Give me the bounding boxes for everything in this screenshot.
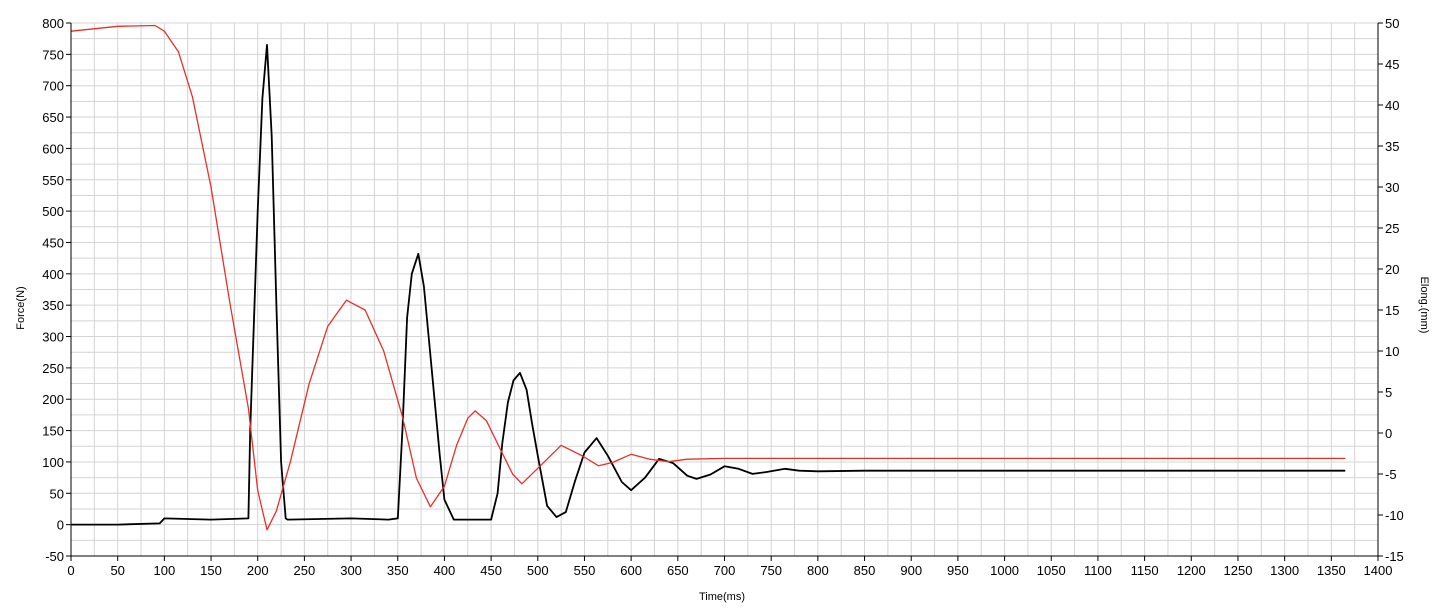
series-layer	[70, 24, 1346, 531]
axes	[66, 22, 1383, 561]
force-series-line	[71, 44, 1346, 526]
y2-tick-label: 35	[1385, 139, 1399, 154]
x-tick-label: 0	[67, 563, 74, 578]
y2-tick-label: -5	[1385, 467, 1397, 482]
x-tick-label: 1400	[1364, 563, 1393, 578]
x-tick-label: 600	[620, 563, 642, 578]
y2-tick-label: 50	[1385, 16, 1399, 31]
x-tick-label: 1050	[1037, 563, 1066, 578]
y-tick-label: 500	[42, 204, 64, 219]
grid	[70, 22, 1379, 557]
x-tick-label: 700	[714, 563, 736, 578]
y2-axis-title: Elong.(mm)	[1418, 277, 1430, 334]
y-tick-label: 50	[50, 486, 64, 501]
y2-tick-label: 40	[1385, 98, 1399, 113]
y2-tick-label: 30	[1385, 180, 1399, 195]
x-tick-label: 400	[434, 563, 456, 578]
x-tick-label: 1000	[990, 563, 1019, 578]
y2-tick-label: 10	[1385, 344, 1399, 359]
y-tick-label: 100	[42, 455, 64, 470]
y-tick-label: 450	[42, 235, 64, 250]
x-tick-label: 1150	[1131, 563, 1159, 578]
y-tick-label: 250	[42, 361, 64, 376]
x-tick-label: 100	[154, 563, 176, 578]
x-tick-label: 1300	[1270, 563, 1299, 578]
y2-tick-label: 20	[1385, 262, 1399, 277]
y-tick-label: 350	[42, 298, 64, 313]
x-tick-label: 300	[340, 563, 362, 578]
y-tick-label: 200	[42, 392, 64, 407]
x-tick-label: 1100	[1084, 563, 1112, 578]
x-tick-label: 150	[200, 563, 222, 578]
x-tick-label: 450	[480, 563, 502, 578]
y2-tick-label: 5	[1385, 385, 1392, 400]
x-tick-label: 350	[387, 563, 409, 578]
y2-tick-label: 15	[1385, 303, 1399, 318]
y-tick-label: 300	[42, 330, 64, 345]
x-tick-label: 750	[760, 563, 782, 578]
y2-tick-label: 0	[1385, 426, 1392, 441]
x-tick-label: 1350	[1317, 563, 1346, 578]
x-axis-title: Time(ms)	[699, 591, 745, 603]
y-tick-label: 800	[42, 16, 64, 31]
y-tick-label: 600	[42, 141, 64, 156]
y2-tick-label: 25	[1385, 221, 1399, 236]
x-tick-label: 900	[900, 563, 922, 578]
y-tick-label: 0	[57, 518, 64, 533]
x-tick-label: 200	[247, 563, 269, 578]
y-tick-label: 750	[42, 47, 64, 62]
x-tick-label: 50	[110, 563, 124, 578]
y-tick-label: 400	[42, 267, 64, 282]
x-tick-label: 800	[807, 563, 829, 578]
x-tick-label: 650	[667, 563, 689, 578]
y-axis-title: Force(N)	[15, 286, 27, 329]
y2-tick-label: -15	[1385, 549, 1404, 564]
y-tick-label: 650	[42, 110, 64, 125]
x-tick-label: 950	[947, 563, 969, 578]
elong-series-line	[70, 24, 1346, 531]
x-tick-label: 500	[527, 563, 549, 578]
x-tick-label: 550	[574, 563, 596, 578]
x-tick-label: 250	[294, 563, 316, 578]
x-tick-label: 850	[854, 563, 876, 578]
y-tick-label: 150	[42, 424, 64, 439]
y-tick-label: 550	[42, 173, 64, 188]
y-tick-label: -50	[45, 549, 64, 564]
x-tick-label: 1200	[1177, 563, 1206, 578]
y2-tick-label: -10	[1385, 508, 1404, 523]
y2-tick-label: 45	[1385, 57, 1399, 72]
tick-labels: 0 50 100 150 200 250 300 350 400 450 500 550 600 650 7…	[42, 16, 1404, 578]
y-tick-label: 700	[42, 79, 64, 94]
x-tick-label: 1250	[1224, 563, 1253, 578]
